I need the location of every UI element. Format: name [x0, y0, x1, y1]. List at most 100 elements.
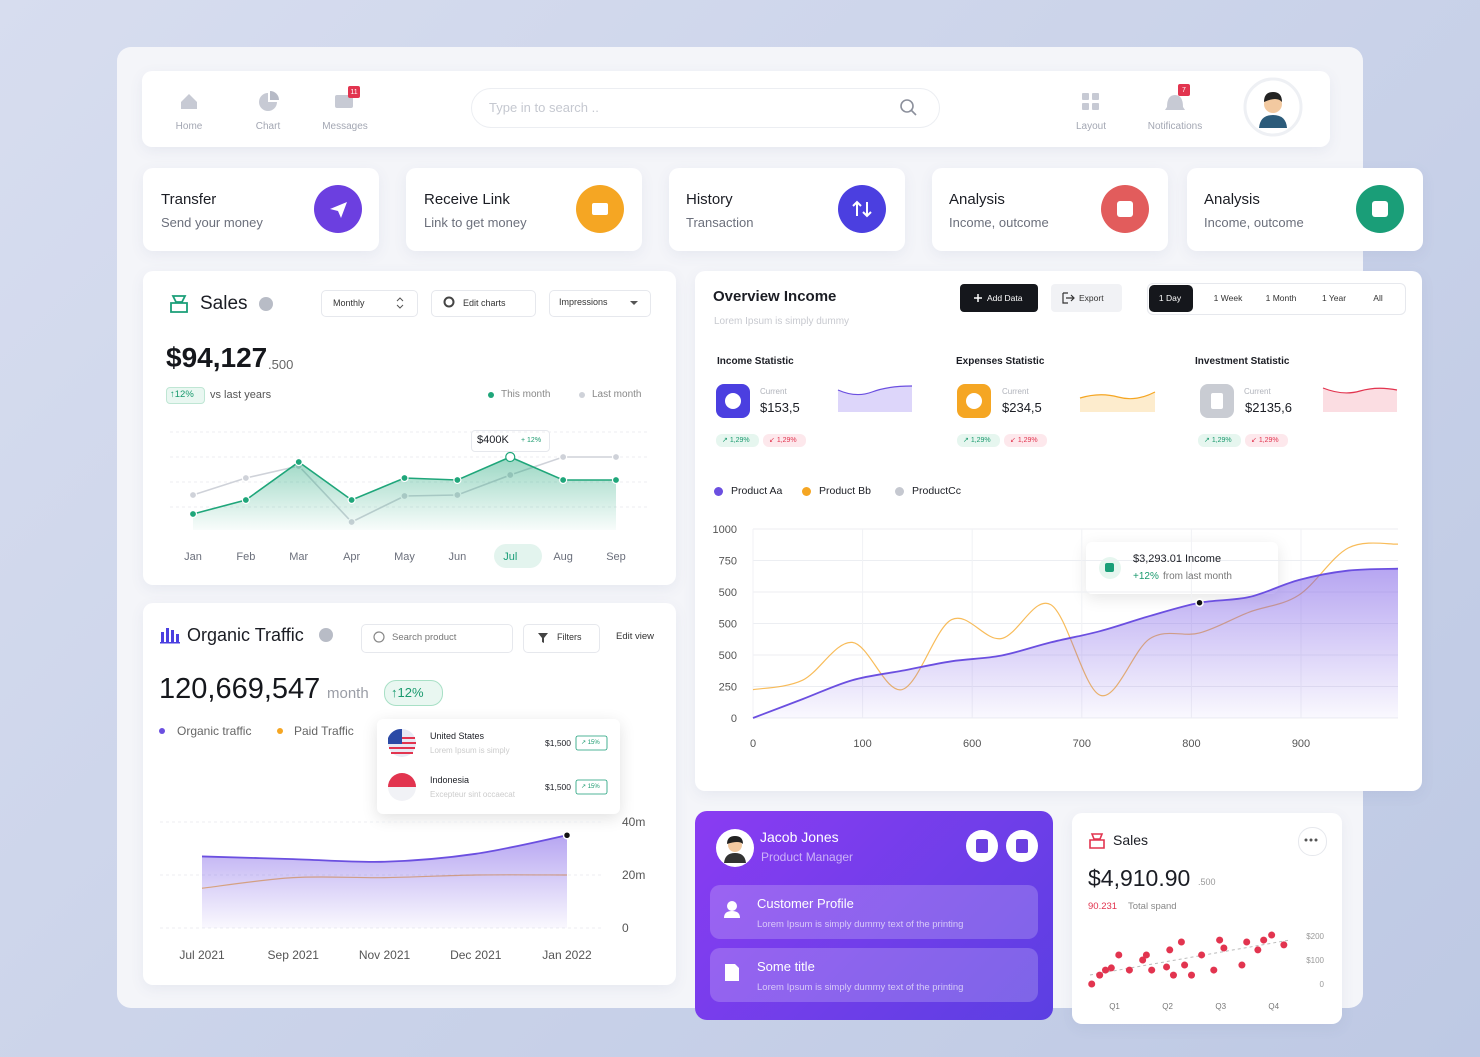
range-label[interactable]: 1 Day	[1158, 293, 1182, 303]
flag-id	[388, 773, 416, 787]
flag-id	[388, 773, 416, 801]
x-tick-label: 600	[963, 738, 981, 750]
range-label[interactable]: 1 Year	[1321, 293, 1347, 303]
traffic-icon	[160, 628, 180, 644]
point	[1188, 971, 1195, 979]
more-icon	[1309, 838, 1313, 842]
stat-value: 90.231	[1088, 901, 1118, 912]
highlight-point	[1195, 598, 1204, 607]
range-label[interactable]: 1 Month	[1265, 293, 1297, 303]
profile-item[interactable]	[710, 948, 1038, 1002]
amount: $4,910.90	[1088, 865, 1191, 891]
tooltip-note: from last month	[1163, 571, 1232, 582]
nav-label[interactable]: Chart	[255, 121, 281, 132]
stat-label: Total spand	[1128, 901, 1177, 912]
doc-glyph	[1016, 839, 1028, 853]
y-tick-label: 500	[719, 587, 737, 599]
range-label[interactable]: All	[1373, 293, 1383, 303]
sparkline	[1322, 387, 1398, 394]
more-icon	[1304, 838, 1318, 842]
legend-label: Organic traffic	[177, 724, 252, 738]
point	[1181, 961, 1189, 969]
stat-up-value: 1,29%	[1211, 437, 1232, 444]
traffic-icon	[166, 628, 169, 642]
action-subtitle: Link to get money	[424, 215, 527, 230]
button-label: Add Data	[987, 293, 1023, 303]
delta-badges	[1004, 434, 1047, 447]
card-title: Overview Income	[713, 288, 837, 305]
amount-fraction: .500	[268, 357, 294, 372]
plus-icon	[974, 294, 982, 302]
action-title: Analysis	[1204, 191, 1260, 208]
point	[453, 475, 462, 485]
line-area	[193, 457, 616, 530]
legend-swatch	[159, 728, 165, 734]
point	[1216, 936, 1224, 944]
sparkline-area	[1323, 388, 1397, 412]
mail-glyph	[592, 203, 608, 215]
more-button[interactable]	[1298, 827, 1327, 856]
button-label: Export	[1079, 293, 1104, 303]
nav-label[interactable]: Notifications	[1147, 121, 1203, 132]
delta-badges	[1245, 434, 1288, 447]
stat-down-value: 1,29%	[776, 437, 797, 444]
legend-swatch	[714, 487, 723, 496]
badge	[166, 387, 205, 404]
x-tick-label: Mar	[289, 551, 308, 563]
point	[1177, 938, 1185, 946]
chart-icon	[270, 91, 279, 100]
change-badge: ↑12%	[391, 686, 424, 699]
y-tick-label: 0	[1320, 980, 1325, 989]
flag-us	[388, 728, 416, 757]
button[interactable]	[523, 624, 600, 653]
amount: $94,127	[166, 342, 268, 373]
avatar-hair	[1264, 92, 1282, 102]
point	[241, 473, 250, 483]
active-category	[494, 544, 542, 568]
button[interactable]	[431, 290, 536, 317]
x-tick-label: Sep	[606, 551, 626, 563]
action-subtitle: Income, outcome	[1204, 215, 1304, 230]
search-box[interactable]	[361, 624, 513, 653]
tooltip-value: $400K	[477, 434, 509, 446]
nav-label[interactable]: Messages	[322, 121, 368, 132]
card-title: Sales	[1113, 832, 1149, 848]
stat-down: ↙ 1,29%	[1010, 437, 1038, 444]
x-tick-label: Sep 2021	[268, 948, 320, 962]
button[interactable]	[960, 284, 1038, 312]
legend-swatch	[802, 487, 811, 496]
delta-badges	[763, 434, 806, 447]
nav-label[interactable]: Home	[175, 121, 203, 132]
range-label[interactable]: 1 Week	[1213, 293, 1243, 303]
search-icon	[373, 631, 385, 643]
sales-icon	[1089, 833, 1105, 849]
point	[1169, 971, 1177, 979]
legend-swatch	[895, 487, 904, 496]
flag-us	[388, 728, 402, 744]
trend-line	[1089, 939, 1291, 976]
line	[752, 567, 1399, 719]
change-value: 12%	[174, 389, 194, 400]
country-value: $1,500	[545, 782, 571, 792]
range-active[interactable]	[1149, 285, 1193, 312]
x-tick-label: Jan 2022	[542, 948, 592, 962]
legend-label: This month	[501, 389, 551, 400]
select[interactable]	[321, 290, 418, 317]
sparkline-area	[1080, 392, 1155, 412]
nav-label[interactable]: Layout	[1075, 121, 1107, 132]
country-change-value: 15%	[587, 784, 600, 790]
x-tick-label: Q3	[1215, 1002, 1226, 1011]
tooltip	[471, 430, 550, 452]
chart-icon	[259, 93, 277, 111]
search-box[interactable]	[471, 88, 940, 128]
sales-card	[143, 271, 676, 585]
coin-glyph	[725, 393, 741, 409]
point	[1238, 961, 1246, 969]
badge	[575, 735, 608, 751]
profile-item[interactable]	[710, 885, 1038, 939]
link-label[interactable]: Edit view	[616, 631, 655, 642]
point	[1166, 946, 1174, 954]
country-change: ↗ 15%	[581, 784, 600, 790]
profile-name: Jacob Jones	[760, 829, 839, 845]
avatar-hair	[727, 836, 743, 844]
